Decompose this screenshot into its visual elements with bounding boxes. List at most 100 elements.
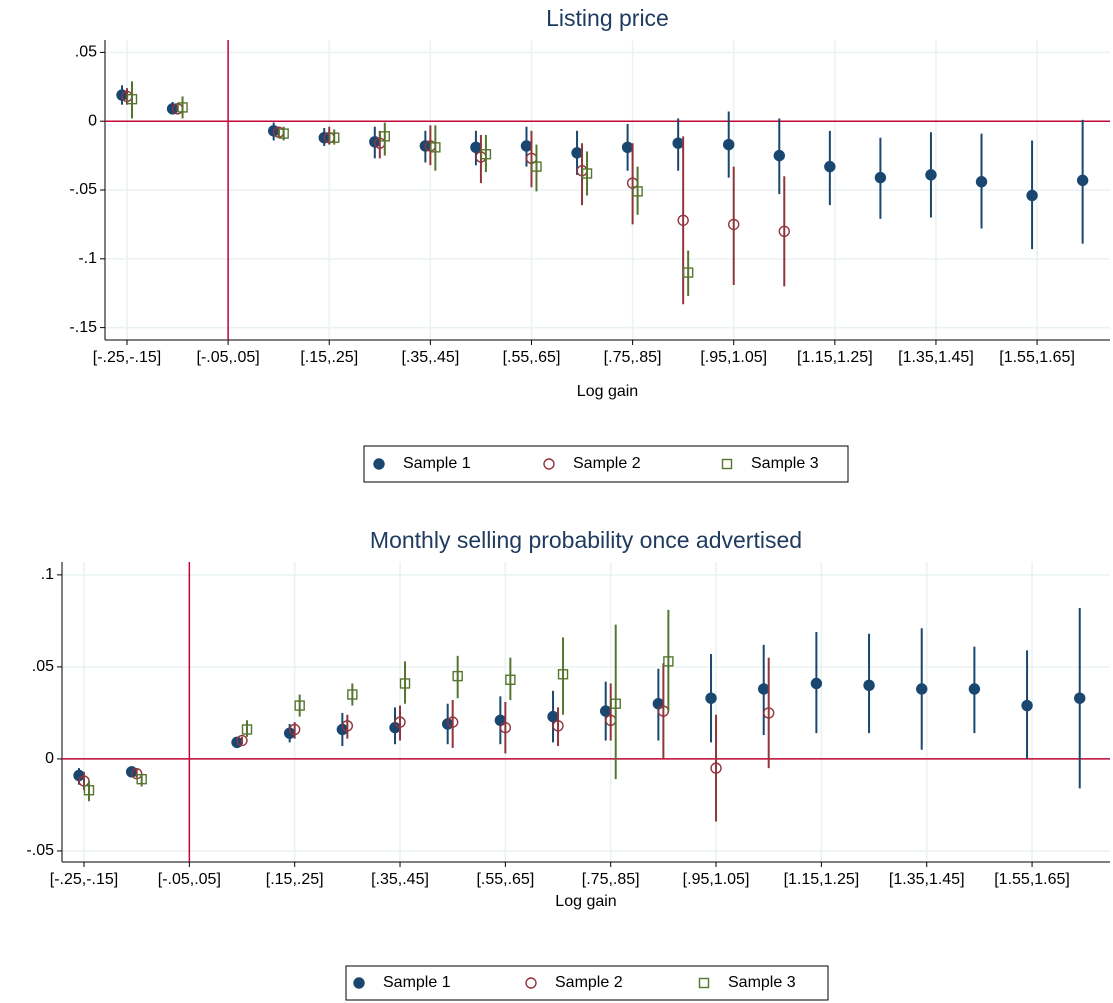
x-tick-label: [1.55,1.65] <box>994 871 1070 888</box>
point <box>236 734 248 747</box>
point <box>621 141 634 154</box>
point <box>1076 174 1089 187</box>
x-tick-label: [1.35,1.45] <box>898 349 974 366</box>
x-tick-label: [.35,.45] <box>371 871 429 888</box>
y-tick-label: .05 <box>75 44 97 61</box>
x-axis-title: Log gain <box>555 893 616 910</box>
legend-symbol <box>721 458 733 470</box>
point <box>347 689 358 700</box>
legend-symbol <box>525 977 537 989</box>
point <box>494 714 507 726</box>
point <box>399 678 411 689</box>
point <box>1074 692 1086 704</box>
x-tick-label: [.55,.65] <box>476 871 534 888</box>
point <box>663 656 674 667</box>
point <box>778 225 790 237</box>
legend-label: Sample 3 <box>751 455 819 472</box>
point <box>294 700 305 711</box>
point <box>241 724 253 735</box>
y-tick-label: -.05 <box>69 181 97 198</box>
point <box>728 218 740 231</box>
point <box>773 149 785 162</box>
y-tick-label: .1 <box>41 566 54 583</box>
point <box>758 683 770 695</box>
point <box>916 683 928 695</box>
point <box>470 141 482 154</box>
point <box>552 720 564 732</box>
legend-symbol <box>353 977 365 989</box>
point <box>288 723 301 736</box>
y-tick-label: -.05 <box>26 842 54 859</box>
y-tick-label: .05 <box>32 658 54 675</box>
point <box>126 93 138 105</box>
y-tick-label: 0 <box>45 750 54 767</box>
point <box>329 132 340 143</box>
x-tick-label: [1.55,1.65] <box>999 349 1075 366</box>
point <box>278 128 289 139</box>
point <box>531 161 542 172</box>
legend-label: Sample 1 <box>383 974 451 991</box>
point <box>581 168 593 179</box>
point <box>810 677 823 690</box>
point <box>341 720 354 732</box>
legend-label: Sample 3 <box>728 974 796 991</box>
x-tick-label: [.75,.85] <box>604 349 662 366</box>
x-tick-label: [1.35,1.45] <box>889 871 965 888</box>
chart-title: Listing price <box>546 5 669 31</box>
panel: .1 .05 0 -.05 [-.25,-.15] [-.05,.05] [.15,.25]… <box>26 527 1110 1001</box>
point <box>136 773 147 785</box>
legend: Sample 1 Sample 2 Sample 3 <box>363 445 849 483</box>
legend-symbol <box>373 458 385 470</box>
point <box>505 674 516 685</box>
point <box>824 160 836 173</box>
panel: .05 0 -.05 -.1 -.15 [-.25,-.15] [-.05,.05] [.15… <box>69 5 1110 483</box>
point <box>682 267 694 278</box>
point <box>863 679 875 692</box>
point <box>1021 699 1033 712</box>
legend-label: Sample 2 <box>573 455 641 472</box>
point <box>652 698 665 710</box>
legend-label: Sample 1 <box>403 455 471 472</box>
y-tick-label: 0 <box>88 112 97 129</box>
point <box>610 698 621 709</box>
x-tick-label: [-.05,.05] <box>158 871 221 888</box>
point <box>763 707 775 719</box>
point <box>677 214 689 226</box>
point <box>83 785 95 796</box>
chart-title: Monthly selling probability once adverti… <box>370 527 802 553</box>
point <box>874 171 887 184</box>
y-tick-label: -.1 <box>78 250 97 267</box>
y-tick-label: -.15 <box>69 319 97 336</box>
point <box>925 169 937 181</box>
x-tick-label: [-.25,-.15] <box>50 871 118 888</box>
legend-symbol <box>543 458 555 470</box>
point <box>672 137 684 149</box>
legend-box <box>345 965 829 1001</box>
x-axis-title: Log gain <box>577 383 638 400</box>
point <box>975 176 988 188</box>
point <box>705 692 717 704</box>
x-tick-label: [-.25,-.15] <box>93 349 161 366</box>
x-tick-label: [1.15,1.25] <box>797 349 873 366</box>
point <box>557 669 569 680</box>
point <box>379 131 390 142</box>
point <box>446 716 459 728</box>
x-tick-label: [.35,.45] <box>401 349 459 366</box>
legend-symbol <box>698 977 710 989</box>
x-tick-label: [-.05,.05] <box>197 349 260 366</box>
legend-box <box>363 445 849 483</box>
point <box>968 683 981 695</box>
x-tick-label: [.15,.25] <box>266 871 324 888</box>
x-tick-label: [.95,1.05] <box>700 349 767 366</box>
point <box>600 705 612 717</box>
point <box>520 140 533 152</box>
x-tick-label: [.55,.65] <box>503 349 561 366</box>
legend: Sample 1 Sample 2 Sample 3 <box>345 965 829 1001</box>
point <box>452 670 463 682</box>
legend-label: Sample 2 <box>555 974 623 991</box>
point <box>571 147 583 159</box>
x-tick-label: [.15,.25] <box>300 349 358 366</box>
point <box>547 710 559 723</box>
point <box>394 716 406 728</box>
